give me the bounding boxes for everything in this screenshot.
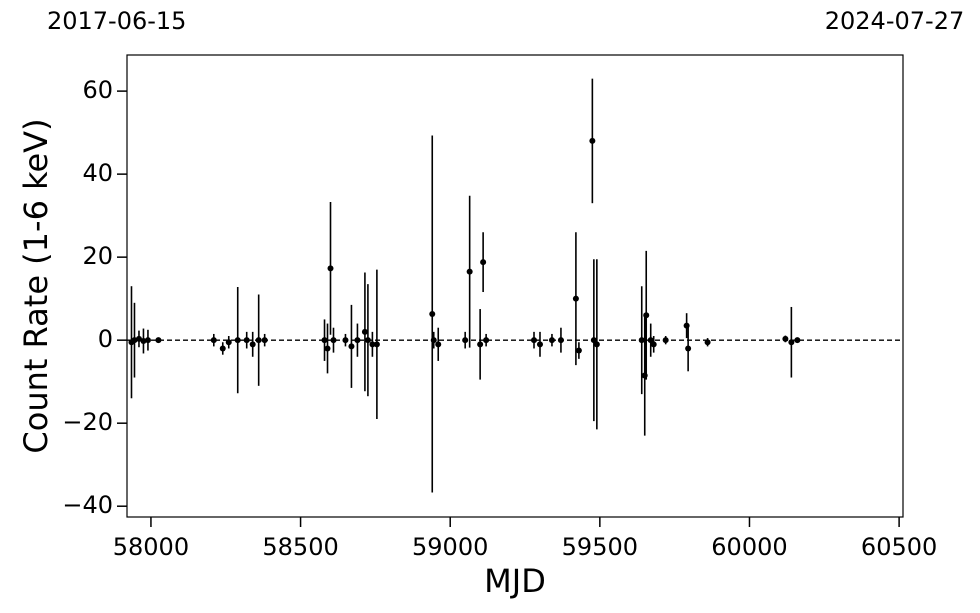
data-point <box>249 341 256 348</box>
data-point <box>234 337 241 344</box>
data-point <box>593 341 600 348</box>
data-point <box>662 337 669 344</box>
data-point <box>435 341 442 348</box>
data-point <box>782 335 789 342</box>
data-point <box>685 345 692 352</box>
data-point <box>348 343 355 350</box>
data-point <box>589 137 596 144</box>
data-point <box>261 337 268 344</box>
x-tick-label: 60500 <box>861 533 937 561</box>
data-point <box>531 337 538 344</box>
data-point <box>429 311 436 318</box>
x-tick-label: 60000 <box>711 533 787 561</box>
data-point <box>327 265 334 272</box>
x-tick-label: 59000 <box>412 533 488 561</box>
data-point <box>575 347 582 354</box>
data-point <box>536 341 543 348</box>
y-tick-label: 40 <box>82 159 113 187</box>
data-point <box>650 341 657 348</box>
x-tick-label: 58000 <box>113 533 189 561</box>
data-point <box>342 337 349 344</box>
data-point <box>219 345 226 352</box>
y-axis-label: Count Rate (1-6 keV) <box>17 118 55 453</box>
data-point <box>140 338 147 344</box>
data-point <box>135 335 142 342</box>
data-point <box>243 337 250 344</box>
y-tick-label: 20 <box>82 242 113 270</box>
data-point <box>330 337 337 344</box>
data-point <box>225 339 232 346</box>
x-tick-label: 59500 <box>562 533 638 561</box>
x-axis-label: MJD <box>484 562 546 600</box>
data-point <box>483 337 490 344</box>
data-point <box>643 312 650 319</box>
date-annotation: 2017-06-15 <box>47 7 186 35</box>
data-point <box>462 337 469 344</box>
data-point <box>321 337 328 344</box>
y-tick-label: 0 <box>98 325 113 353</box>
data-point <box>638 337 645 344</box>
data-point <box>788 339 795 346</box>
data-point <box>794 337 801 344</box>
y-tick-label: −40 <box>62 491 113 519</box>
y-tick-label: −20 <box>62 408 113 436</box>
data-point <box>369 341 376 348</box>
data-point <box>373 341 380 348</box>
data-point <box>255 337 262 344</box>
data-point <box>364 337 371 344</box>
data-point <box>155 337 162 344</box>
data-point <box>144 337 151 344</box>
date-annotation: 2024-07-27 <box>825 7 964 35</box>
data-point <box>590 337 597 344</box>
data-point <box>466 268 473 275</box>
data-point <box>480 259 487 266</box>
data-point <box>548 337 555 344</box>
x-tick-label: 58500 <box>262 533 338 561</box>
y-tick-label: 60 <box>82 76 113 104</box>
data-point <box>557 337 564 344</box>
data-point <box>361 328 368 335</box>
data-point <box>324 345 331 352</box>
data-point <box>572 295 579 302</box>
data-point <box>210 337 217 344</box>
data-point <box>477 341 484 348</box>
data-point <box>647 337 654 344</box>
plot-frame <box>126 54 904 518</box>
data-point <box>354 337 361 344</box>
data-point <box>704 339 711 346</box>
data-point <box>430 337 437 344</box>
